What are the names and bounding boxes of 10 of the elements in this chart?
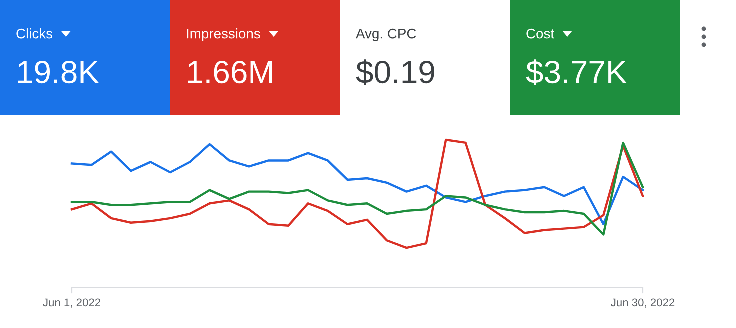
- x-tick-label: Jun 1, 2022: [43, 298, 100, 308]
- text: Avg. CPC: [356, 28, 416, 42]
- text: 19.8K: [18, 60, 100, 84]
- text: Impressions: [187, 28, 260, 42]
- text: Clicks: [16, 28, 53, 39]
- x-tick-label: Jun 30, 2022: [611, 298, 675, 308]
- text: $0.19: [356, 60, 434, 86]
- text: $3.77K: [526, 60, 627, 86]
- text: 1.66M: [188, 60, 272, 84]
- text: Cost: [526, 28, 554, 39]
